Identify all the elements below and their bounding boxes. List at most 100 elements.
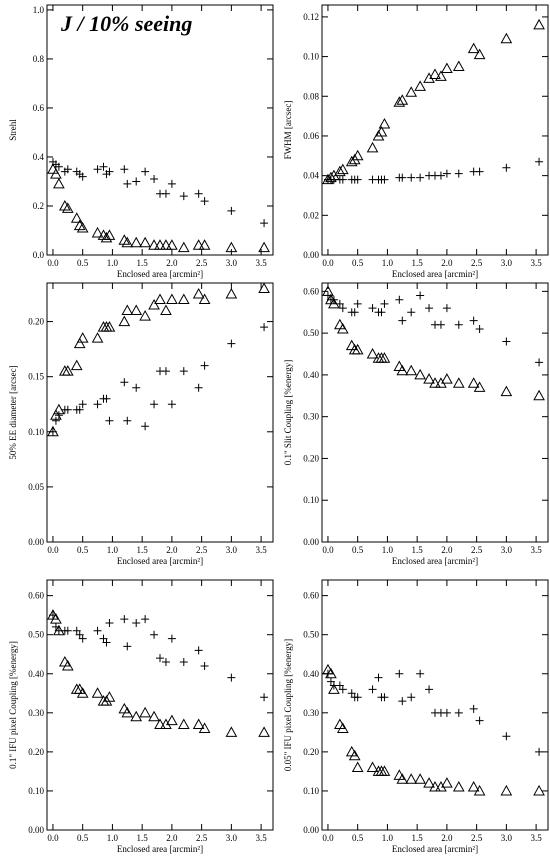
triangle-point [414,80,426,91]
triangle-point [325,171,337,183]
triangle-point [192,239,205,250]
triangle-point [533,389,545,401]
plus-point [179,192,188,201]
y-axis-label: 0.1" Slit Coupling [%energy] [283,360,293,466]
plus-point [260,323,269,332]
triangle-point [177,718,190,730]
plus-point [123,416,132,425]
y-tick-label: 0.10 [28,786,44,796]
x-tick-label: 3.0 [501,833,513,843]
triangle-point [148,710,160,722]
triangle-point [423,777,435,788]
plus-point [123,642,132,651]
triangle-point [414,368,426,380]
y-tick-label: 0.10 [303,52,319,62]
y-tick-label: 0.00 [303,825,319,835]
triangle-point [258,241,270,253]
panel: 0.0 0.5 1.0 1.5 2.0 2.5 3.0 3.5 0.0 0.2 0.4 0.6 0.8 1… [8,4,274,279]
triangle-point [103,691,116,702]
plus-point [436,320,445,329]
y-tick-label: 0.20 [28,747,44,757]
triangle-point [435,781,447,792]
plus-point [194,189,203,198]
triangle-point [198,722,211,733]
x-tick-label: 2.0 [166,833,178,843]
triangle-point [58,199,71,211]
plot-frame [46,4,274,256]
plus-point [380,693,389,702]
plus-point [161,367,170,376]
y-tick-label: 0.06 [303,131,319,141]
y-axis-label: Strehl [8,119,18,141]
plus-point [120,615,129,624]
x-tick-label: 3.5 [255,258,267,268]
triangle-point [139,236,151,248]
plus-point [200,197,209,206]
triangle-point [50,409,62,420]
triangle-point [405,364,418,376]
triangle-point [47,425,59,437]
x-tick-label: 2.0 [441,833,453,843]
triangle-point [100,231,113,243]
triangle-point [366,141,379,153]
triangle-point [328,297,340,309]
triangle-point [351,149,364,161]
triangle-point [336,722,349,733]
panel: 0.0 0.5 1.0 1.5 2.0 2.5 3.0 3.5 0.00 0.10 0.20 0.30… [283,282,549,566]
triangle-point [345,155,358,167]
triangle-point [91,226,104,238]
plus-point [227,339,236,348]
x-tick-label: 3.5 [530,833,542,843]
triangle-point [414,773,426,784]
triangle-point [441,62,453,73]
x-tick-label: 2.0 [441,258,453,268]
triangle-point [103,321,116,332]
y-tick-label: 0.00 [28,537,44,547]
x-tick-label: 3.0 [501,545,513,555]
plus-point [75,405,84,414]
triangle-point [258,726,270,737]
triangle-point [177,293,190,305]
y-tick-label: 0.00 [303,250,319,260]
triangle-point [533,18,545,30]
triangle-point [423,373,435,384]
plus-point [350,308,359,317]
plus-point [436,171,445,180]
triangle-point [198,293,211,305]
plus-point [141,167,150,176]
triangle-point [333,165,346,177]
plus-point [63,626,72,635]
plus-point [51,416,60,425]
plus-point [353,175,362,184]
triangle-point [322,173,334,185]
plus-point [338,304,347,313]
plus-point [425,304,434,313]
plus-point [454,708,463,717]
y-tick-label: 0.8 [33,54,45,64]
triangle-point [467,42,480,54]
plus-point [161,189,170,198]
plot-frame [321,579,549,831]
triangle-point [53,177,65,189]
triangle-point [396,94,409,105]
triangle-point [91,687,104,698]
triangle-point [429,68,441,79]
plus-point [395,669,404,678]
plus-point [475,716,484,725]
triangle-point [121,304,134,316]
plus-point [132,618,141,627]
y-tick-label: 0.30 [303,708,319,718]
plus-point [374,673,383,682]
triangle-point [148,299,160,310]
triangle-point [378,765,391,776]
triangle-point [328,683,340,694]
plus-point [63,165,72,174]
plus-point [99,162,108,171]
plus-point [167,179,176,188]
plus-point [502,337,511,346]
x-tick-label: 2.5 [471,258,483,268]
x-axis-label: Enclosed area [arcmin²] [392,556,478,566]
y-tick-label: 0.40 [303,370,319,380]
x-tick-label: 1.0 [107,833,119,843]
plus-point [78,172,87,181]
